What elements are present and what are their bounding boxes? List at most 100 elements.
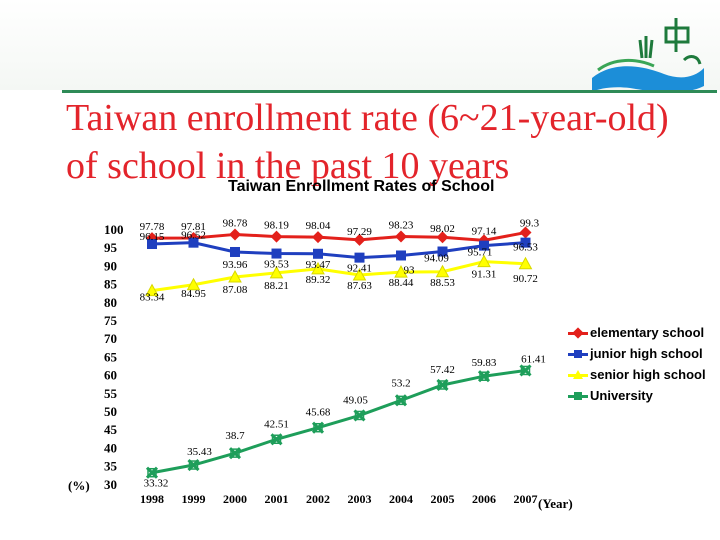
legend-item-university: University	[568, 385, 706, 406]
data-label: 93.53	[264, 259, 289, 271]
data-label: 90.72	[513, 273, 538, 285]
y-tick-label: 90	[104, 258, 117, 273]
data-label: 96.53	[513, 242, 538, 254]
data-point	[352, 267, 367, 281]
y-tick-label: 80	[104, 295, 117, 310]
data-label: 42.51	[264, 418, 289, 430]
data-label: 93	[404, 264, 416, 276]
data-label: 93.47	[306, 259, 331, 271]
series-line-1	[151, 241, 526, 260]
data-point-frame	[520, 365, 531, 376]
data-label: 88.44	[389, 277, 414, 289]
data-point	[477, 254, 491, 268]
data-point	[311, 261, 325, 275]
data-point	[435, 264, 450, 278]
legend-item-senior: senior high school	[568, 364, 706, 385]
data-label: 33.32	[144, 478, 169, 490]
x-tick-label: 2007	[514, 492, 538, 506]
chart-legend: elementary school junior high school sen…	[568, 322, 706, 406]
data-label: 95.71	[468, 247, 493, 259]
data-label: 88.53	[430, 277, 455, 289]
series-line-3	[151, 368, 526, 475]
data-label: 38.7	[225, 430, 245, 442]
data-label: 98.19	[264, 220, 289, 232]
data-point-frame	[271, 434, 282, 445]
data-label: 96.52	[181, 230, 206, 242]
legend-label-junior: junior high school	[590, 346, 703, 361]
data-label: 53.2	[391, 377, 410, 389]
data-label: 45.68	[306, 407, 331, 419]
data-point	[188, 237, 199, 248]
data-label: 61.41	[521, 353, 546, 365]
data-label: 88.21	[264, 280, 289, 292]
data-label: 92.41	[347, 263, 372, 275]
data-label: 93.96	[223, 259, 248, 271]
y-axis-unit: (%)	[68, 478, 90, 493]
data-point	[437, 246, 448, 257]
data-point-frame	[479, 371, 489, 381]
data-label: 97.14	[472, 225, 497, 237]
legend-item-elementary: elementary school	[568, 322, 706, 343]
data-point	[354, 252, 365, 263]
data-point	[436, 231, 449, 244]
data-label: 35.43	[187, 446, 212, 458]
chart-title: Taiwan Enrollment Rates of School	[228, 178, 495, 195]
data-label: 87.08	[223, 284, 248, 296]
x-tick-label: 2001	[265, 492, 289, 506]
x-tick-label: 2004	[389, 492, 413, 506]
data-point	[353, 233, 366, 246]
data-label: 94.09	[424, 253, 449, 265]
data-point	[519, 226, 532, 239]
legend-swatch-elementary	[568, 326, 588, 339]
x-tick-label: 2002	[306, 492, 330, 506]
university-logo	[592, 18, 704, 93]
data-point-frame	[188, 460, 199, 470]
data-point	[479, 240, 489, 251]
x-tick-label: 2006	[472, 492, 496, 506]
data-point-frame	[354, 410, 365, 421]
x-tick-label: 2000	[223, 492, 247, 506]
x-axis-title: (Year)	[538, 496, 573, 511]
x-tick-label: 2003	[348, 492, 372, 506]
data-point-frame	[396, 395, 406, 406]
series-line-2	[151, 260, 526, 293]
slide-title: Taiwan enrollment rate (6~21-year-old) o…	[66, 97, 669, 187]
legend-label-elementary: elementary school	[590, 325, 705, 340]
data-label: 87.63	[347, 280, 372, 292]
y-tick-label: 95	[104, 240, 118, 255]
x-tick-label: 1998	[140, 492, 164, 506]
data-label: 98.02	[430, 223, 455, 235]
data-label: 97.29	[347, 226, 372, 238]
data-point	[230, 246, 240, 257]
y-tick-label: 100	[104, 222, 124, 237]
y-tick-label: 30	[104, 477, 117, 492]
y-tick-label: 75	[104, 313, 118, 328]
data-point-frame	[313, 422, 323, 433]
data-point	[520, 237, 531, 248]
data-label: 59.83	[472, 357, 497, 369]
data-point	[271, 248, 282, 259]
data-label: 96.15	[140, 231, 165, 243]
legend-item-junior: junior high school	[568, 343, 706, 364]
data-point	[518, 256, 533, 270]
data-label: 57.42	[430, 364, 455, 376]
legend-swatch-senior	[568, 369, 588, 381]
legend-swatch-junior	[568, 348, 588, 360]
series-line-0	[151, 231, 526, 242]
data-point	[313, 248, 323, 259]
data-label: 98.78	[223, 217, 248, 229]
data-label: 99.3	[520, 218, 540, 230]
data-label: 49.05	[343, 394, 368, 406]
y-tick-label: 50	[104, 404, 117, 419]
data-label: 98.23	[389, 219, 414, 231]
data-point	[229, 228, 241, 241]
data-point-frame	[147, 467, 157, 478]
data-point	[396, 250, 406, 261]
data-point-frame	[230, 448, 240, 458]
data-point	[312, 231, 324, 244]
legend-label-senior: senior high school	[590, 367, 706, 382]
y-tick-label: 60	[104, 368, 117, 383]
x-tick-label: 2005	[431, 492, 455, 506]
data-point	[395, 230, 407, 243]
title-divider	[62, 90, 717, 93]
